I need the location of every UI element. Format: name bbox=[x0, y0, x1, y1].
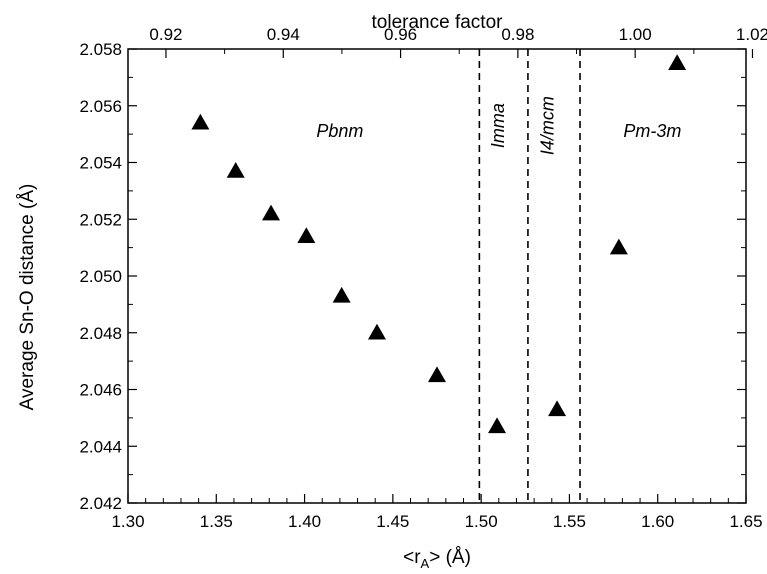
y-tick-label: 2.056 bbox=[79, 97, 122, 116]
y-axis-ticks: 2.042 2.044 2.046 2.048 2.050 2.052 2.054 2.056… bbox=[79, 40, 746, 513]
data-point-triangle bbox=[367, 323, 386, 340]
x-axis-ticks: 1.30 1.35 1.40 1.45 1.50 1.55 1.60 1.65 bbox=[111, 494, 763, 531]
top-tick-label: 0.98 bbox=[501, 25, 534, 44]
data-point-triangle bbox=[428, 366, 446, 383]
y-tick-label: 2.052 bbox=[79, 210, 122, 229]
phase-label: I4/mcm bbox=[538, 96, 558, 155]
top-tick-label: 0.96 bbox=[384, 25, 417, 44]
y-tick-label: 2.046 bbox=[79, 381, 122, 400]
data-point-triangle bbox=[609, 238, 628, 255]
phase-label: Imma bbox=[488, 103, 508, 148]
phase-label: Pbnm bbox=[316, 121, 363, 141]
y-tick-label: 2.042 bbox=[79, 494, 122, 513]
data-point-triangle bbox=[191, 113, 210, 130]
phase-boundaries bbox=[478, 49, 581, 503]
x-axis-label-suffix: > (Å) bbox=[429, 547, 471, 568]
top-tick-label: 0.94 bbox=[267, 25, 300, 44]
data-point-triangle bbox=[262, 204, 281, 221]
x-axis-label-subscript: A bbox=[421, 556, 430, 571]
top-tick-label: 1.00 bbox=[619, 25, 652, 44]
y-tick-label: 2.054 bbox=[79, 154, 122, 173]
x-tick-label: 1.60 bbox=[641, 512, 674, 531]
plot-border bbox=[127, 48, 747, 504]
data-point-triangle bbox=[668, 54, 687, 70]
y-tick-label: 2.048 bbox=[79, 324, 122, 343]
y-tick-label: 2.058 bbox=[79, 40, 122, 59]
x-tick-label: 1.45 bbox=[376, 512, 409, 531]
y-tick-label: 2.050 bbox=[79, 267, 122, 286]
top-axis-ticks: 0.92 0.94 0.96 0.98 1.00 1.02 bbox=[149, 25, 767, 58]
data-point-triangle bbox=[488, 417, 507, 434]
x-tick-label: 1.55 bbox=[553, 512, 586, 531]
y-axis-label: Average Sn-O distance (Å) bbox=[17, 184, 38, 411]
x-tick-label: 1.65 bbox=[729, 512, 762, 531]
x-axis-label: <rA> (Å) bbox=[403, 547, 471, 571]
data-point-triangle bbox=[297, 227, 316, 244]
data-points bbox=[191, 54, 687, 434]
phase-label: Pm-3m bbox=[623, 121, 681, 141]
x-tick-label: 1.35 bbox=[200, 512, 233, 531]
x-tick-label: 1.40 bbox=[288, 512, 321, 531]
x-axis-label-prefix: <r bbox=[403, 547, 421, 568]
data-point-triangle bbox=[332, 286, 351, 303]
top-tick-label: 1.02 bbox=[736, 25, 767, 44]
phase-region-labels: Pbnm Imma I4/mcm Pm-3m bbox=[316, 96, 681, 155]
top-tick-label: 0.92 bbox=[149, 25, 182, 44]
x-tick-label: 1.30 bbox=[111, 512, 144, 531]
x-tick-label: 1.50 bbox=[465, 512, 498, 531]
top-axis-label: tolerance factor bbox=[372, 12, 504, 33]
data-point-triangle bbox=[548, 400, 567, 417]
y-tick-label: 2.044 bbox=[79, 437, 122, 456]
plot-frame bbox=[127, 48, 747, 504]
data-point-triangle bbox=[226, 162, 245, 178]
